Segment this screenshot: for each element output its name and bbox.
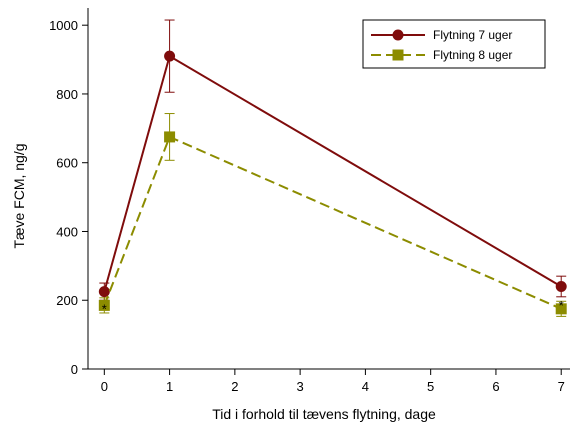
legend-marker-flytning-7	[392, 29, 404, 41]
y-tick-label: 600	[56, 156, 78, 171]
data-point	[98, 299, 110, 311]
annotations: * *	[102, 298, 564, 316]
x-tick-label: 7	[558, 379, 565, 394]
y-tick-label: 200	[56, 293, 78, 308]
x-axis-label: Tid i forhold til tævens flytning, dage	[212, 406, 436, 422]
axes: 0 200 400 600 800 1000 0 1 2 3 4 5 6 7	[49, 8, 570, 394]
data-point	[555, 280, 567, 292]
data-point	[98, 286, 110, 298]
y-tick-label: 1000	[49, 18, 78, 33]
data-point	[164, 131, 176, 143]
series-1	[98, 113, 567, 317]
y-tick-label: 800	[56, 87, 78, 102]
x-tick-label: 6	[492, 379, 499, 394]
legend-label-flytning-8: Flytning 8 uger	[433, 48, 512, 62]
x-tick-label: 4	[362, 379, 369, 394]
series-line	[103, 54, 562, 292]
series-0	[98, 19, 567, 301]
y-axis-label: Tæve FCM, ng/g	[11, 143, 27, 248]
annotation-asterisk: *	[102, 301, 107, 316]
x-tick-label: 1	[166, 379, 173, 394]
y-tick-label: 0	[71, 362, 78, 377]
x-tick-label: 5	[427, 379, 434, 394]
series-layer	[98, 19, 567, 317]
data-point	[164, 50, 176, 62]
legend: Flytning 7 uger Flytning 8 uger	[362, 19, 546, 69]
annotation-asterisk: *	[559, 298, 564, 313]
legend-box	[362, 19, 546, 69]
y-tick-label: 400	[56, 224, 78, 239]
legend-marker-flytning-8	[392, 49, 404, 61]
x-tick-label: 0	[101, 379, 108, 394]
x-tick-label: 3	[297, 379, 304, 394]
series-line	[103, 135, 562, 310]
x-tick-label: 2	[231, 379, 238, 394]
legend-label-flytning-7: Flytning 7 uger	[433, 28, 512, 42]
data-point	[555, 303, 567, 315]
